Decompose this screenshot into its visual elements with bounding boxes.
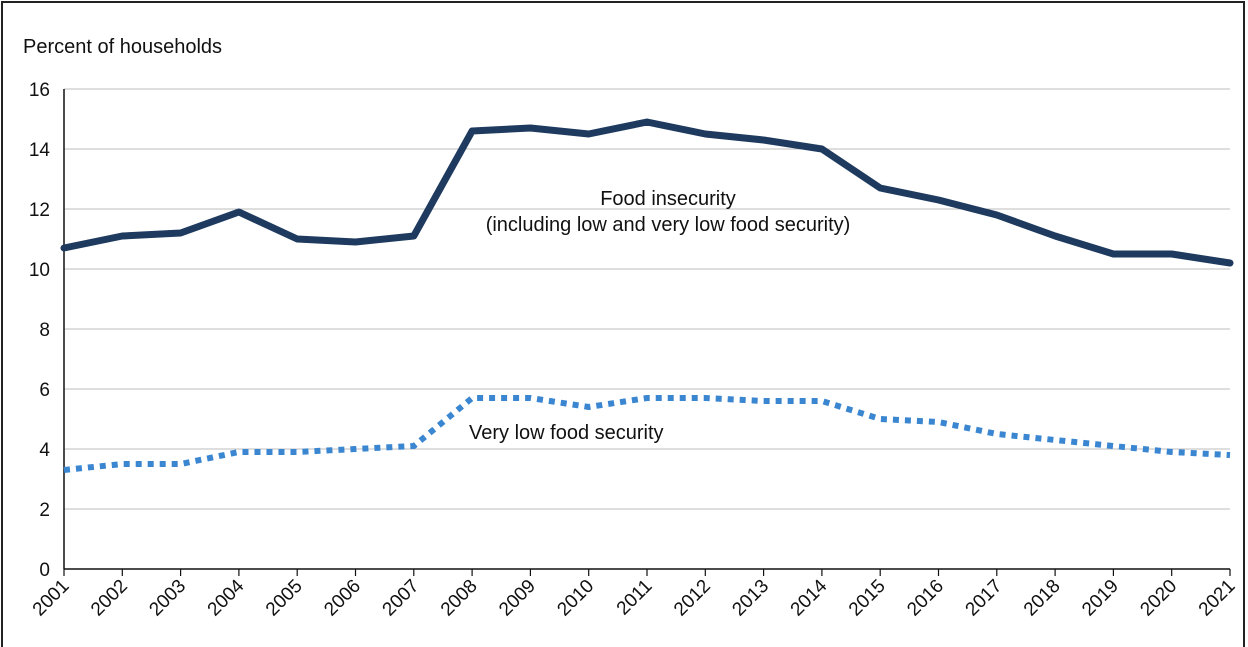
x-tick-label: 2016 — [903, 576, 948, 621]
very-low-food-security-label: Very low food security — [469, 422, 664, 444]
y-tick-label: 4 — [39, 440, 50, 461]
y-tick-label: 2 — [39, 500, 50, 521]
x-tick-label: 2012 — [670, 576, 715, 621]
y-tick-label: 0 — [39, 560, 50, 581]
x-tick-label: 2010 — [553, 576, 598, 621]
x-tick-label: 2006 — [320, 576, 365, 621]
x-tick-label: 2005 — [262, 576, 307, 621]
x-tick-label: 2014 — [787, 575, 832, 620]
x-tick-label: 2003 — [145, 576, 190, 621]
x-tick-label: 2021 — [1195, 576, 1240, 621]
food-insecurity-label-line2: (including low and very low food securit… — [486, 214, 851, 236]
y-tick-label: 14 — [29, 140, 51, 161]
x-tick-label: 2007 — [379, 576, 424, 621]
x-tick-label: 2009 — [495, 576, 540, 621]
x-tick-label: 2017 — [962, 576, 1007, 621]
y-tick-label: 8 — [39, 320, 50, 341]
y-tick-label: 10 — [29, 260, 50, 281]
y-tick-label: 6 — [39, 380, 50, 401]
x-tick-label: 2020 — [1136, 576, 1181, 621]
y-tick-label: 16 — [29, 80, 50, 101]
x-tick-label: 2001 — [29, 576, 74, 621]
series-lines — [64, 122, 1230, 470]
x-tick-label: 2011 — [613, 576, 657, 620]
x-tick-label: 2004 — [204, 575, 249, 620]
line-chart: Percent of households 0 2 4 6 8 10 12 14 16 2001 2… — [3, 3, 1247, 647]
food-insecurity-label-line1: Food insecurity — [600, 188, 736, 210]
x-tick-label: 2019 — [1078, 576, 1123, 621]
axes: 0 2 4 6 8 10 12 14 16 2001 2002 2003 2004 2005 2006 200… — [29, 80, 1240, 620]
gridlines — [64, 89, 1230, 509]
x-tick-label: 2015 — [845, 576, 890, 621]
y-tick-label: 12 — [29, 200, 50, 221]
x-tick-label: 2002 — [87, 576, 132, 621]
x-tick-label: 2013 — [728, 576, 773, 621]
x-tick-label: 2018 — [1020, 576, 1065, 621]
x-tick-label: 2008 — [437, 576, 482, 621]
y-axis-title: Percent of households — [23, 36, 222, 58]
